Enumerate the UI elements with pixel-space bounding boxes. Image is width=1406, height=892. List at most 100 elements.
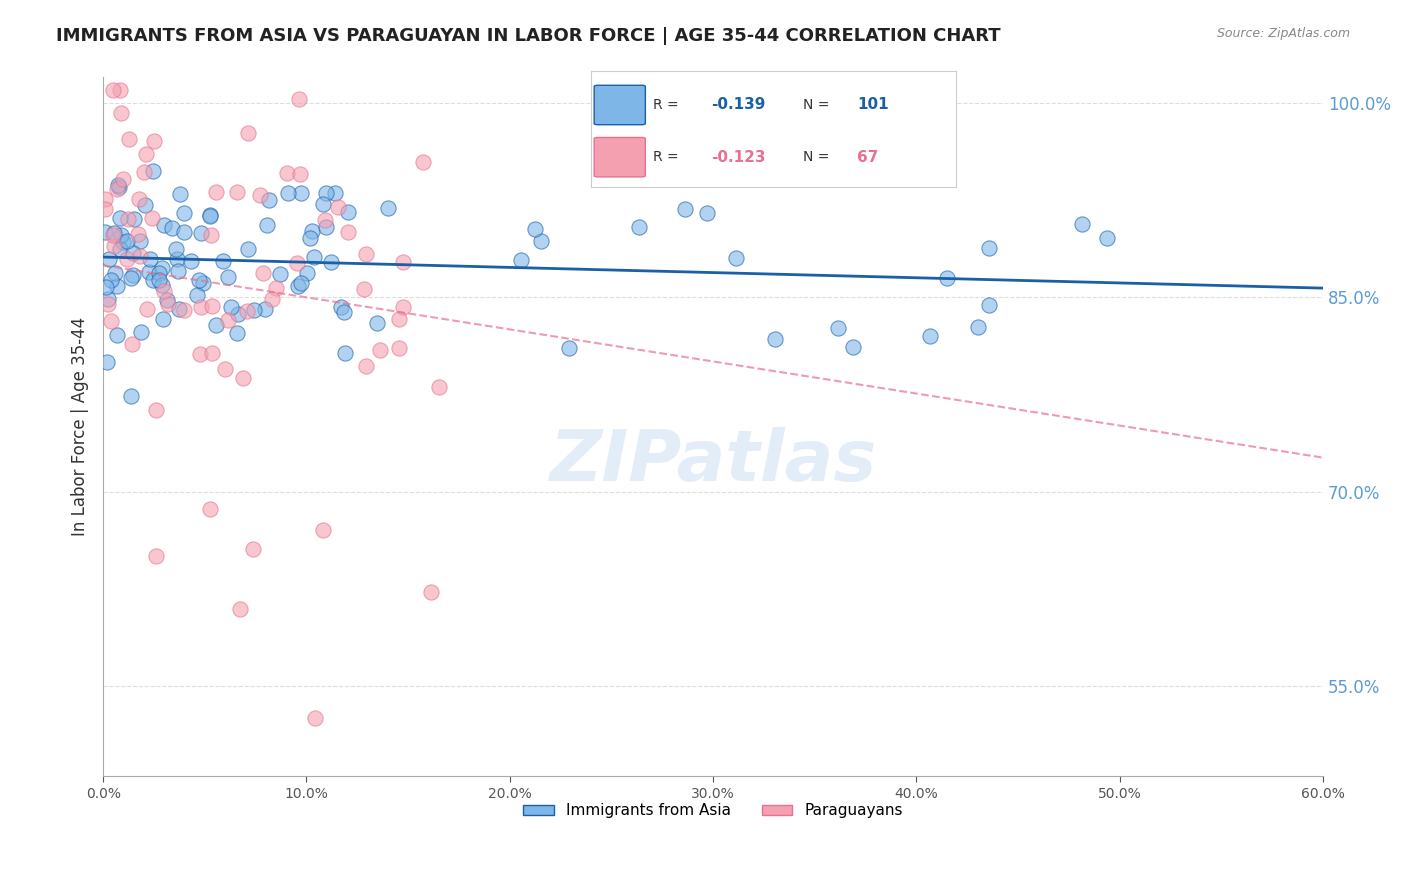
Immigrants from Asia <box>193 276 215 290</box>
Paraguayans <box>427 380 450 394</box>
Immigrants from Asia <box>162 220 184 235</box>
Immigrants from Asia <box>148 266 170 280</box>
Paraguayans <box>392 300 415 314</box>
Paraguayans <box>145 403 167 417</box>
Immigrants from Asia <box>111 235 134 249</box>
Immigrants from Asia <box>129 326 152 340</box>
Paraguayans <box>111 171 134 186</box>
Immigrants from Asia <box>205 318 228 332</box>
Immigrants from Asia <box>524 221 547 235</box>
Immigrants from Asia <box>108 180 131 194</box>
Paraguayans <box>276 166 298 180</box>
Paraguayans <box>290 167 312 181</box>
Immigrants from Asia <box>935 270 957 285</box>
Immigrants from Asia <box>530 234 553 248</box>
Immigrants from Asia <box>122 211 145 226</box>
Immigrants from Asia <box>120 389 142 403</box>
Immigrants from Asia <box>188 273 211 287</box>
Immigrants from Asia <box>765 332 787 346</box>
Paraguayans <box>304 711 326 725</box>
Text: IMMIGRANTS FROM ASIA VS PARAGUAYAN IN LABOR FORCE | AGE 35-44 CORRELATION CHART: IMMIGRANTS FROM ASIA VS PARAGUAYAN IN LA… <box>56 27 1001 45</box>
Immigrants from Asia <box>173 205 195 219</box>
Text: R =: R = <box>652 98 683 112</box>
Immigrants from Asia <box>315 220 337 235</box>
Immigrants from Asia <box>287 279 309 293</box>
Paraguayans <box>145 549 167 563</box>
Immigrants from Asia <box>256 218 278 232</box>
Text: -0.139: -0.139 <box>711 97 765 112</box>
Immigrants from Asia <box>323 186 346 200</box>
Text: ZIPatlas: ZIPatlas <box>550 427 877 496</box>
Paraguayans <box>249 187 271 202</box>
Paraguayans <box>135 301 157 316</box>
Immigrants from Asia <box>105 278 128 293</box>
Paraguayans <box>354 247 377 261</box>
Paraguayans <box>201 299 224 313</box>
Immigrants from Asia <box>243 303 266 318</box>
Immigrants from Asia <box>259 194 281 208</box>
Immigrants from Asia <box>190 226 212 240</box>
Immigrants from Asia <box>134 198 156 212</box>
Paraguayans <box>135 146 157 161</box>
Immigrants from Asia <box>167 264 190 278</box>
Immigrants from Asia <box>121 246 143 260</box>
Immigrants from Asia <box>138 265 160 279</box>
Immigrants from Asia <box>673 202 696 216</box>
Paraguayans <box>412 155 434 169</box>
Immigrants from Asia <box>169 187 191 202</box>
Immigrants from Asia <box>366 316 388 330</box>
Paraguayans <box>117 132 139 146</box>
Immigrants from Asia <box>226 307 249 321</box>
Paraguayans <box>264 281 287 295</box>
Immigrants from Asia <box>142 273 165 287</box>
Immigrants from Asia <box>139 252 162 266</box>
Immigrants from Asia <box>333 345 356 359</box>
Immigrants from Asia <box>107 178 129 193</box>
Paraguayans <box>94 193 117 207</box>
Immigrants from Asia <box>315 186 337 201</box>
Immigrants from Asia <box>148 272 170 286</box>
Paraguayans <box>312 523 335 537</box>
Immigrants from Asia <box>1095 231 1118 245</box>
Immigrants from Asia <box>311 196 333 211</box>
Paraguayans <box>236 126 259 140</box>
Immigrants from Asia <box>94 280 117 294</box>
Text: R =: R = <box>652 150 683 164</box>
Paraguayans <box>127 227 149 242</box>
Paraguayans <box>128 192 150 206</box>
Immigrants from Asia <box>510 253 533 268</box>
Text: N =: N = <box>803 98 834 112</box>
Paraguayans <box>201 346 224 360</box>
Immigrants from Asia <box>725 251 748 265</box>
Immigrants from Asia <box>211 254 233 268</box>
Immigrants from Asia <box>150 278 173 293</box>
Immigrants from Asia <box>329 301 352 315</box>
Paraguayans <box>232 370 254 384</box>
Immigrants from Asia <box>108 242 131 256</box>
Paraguayans <box>97 297 120 311</box>
Immigrants from Asia <box>117 234 139 248</box>
Immigrants from Asia <box>105 328 128 343</box>
Immigrants from Asia <box>121 268 143 282</box>
Immigrants from Asia <box>301 224 323 238</box>
Paraguayans <box>242 541 264 556</box>
Paraguayans <box>101 227 124 242</box>
Text: 67: 67 <box>858 150 879 165</box>
Immigrants from Asia <box>254 301 277 316</box>
Immigrants from Asia <box>918 328 941 343</box>
Immigrants from Asia <box>103 226 125 240</box>
Paraguayans <box>157 297 180 311</box>
Paraguayans <box>229 601 252 615</box>
Paraguayans <box>337 225 360 239</box>
Immigrants from Asia <box>108 211 131 226</box>
Immigrants from Asia <box>336 205 359 219</box>
Immigrants from Asia <box>173 225 195 239</box>
Immigrants from Asia <box>1071 217 1094 231</box>
Y-axis label: In Labor Force | Age 35-44: In Labor Force | Age 35-44 <box>72 318 89 536</box>
Paraguayans <box>368 343 391 357</box>
Immigrants from Asia <box>186 288 208 302</box>
Immigrants from Asia <box>290 186 312 200</box>
Immigrants from Asia <box>100 273 122 287</box>
Paraguayans <box>105 182 128 196</box>
Paraguayans <box>353 282 375 296</box>
